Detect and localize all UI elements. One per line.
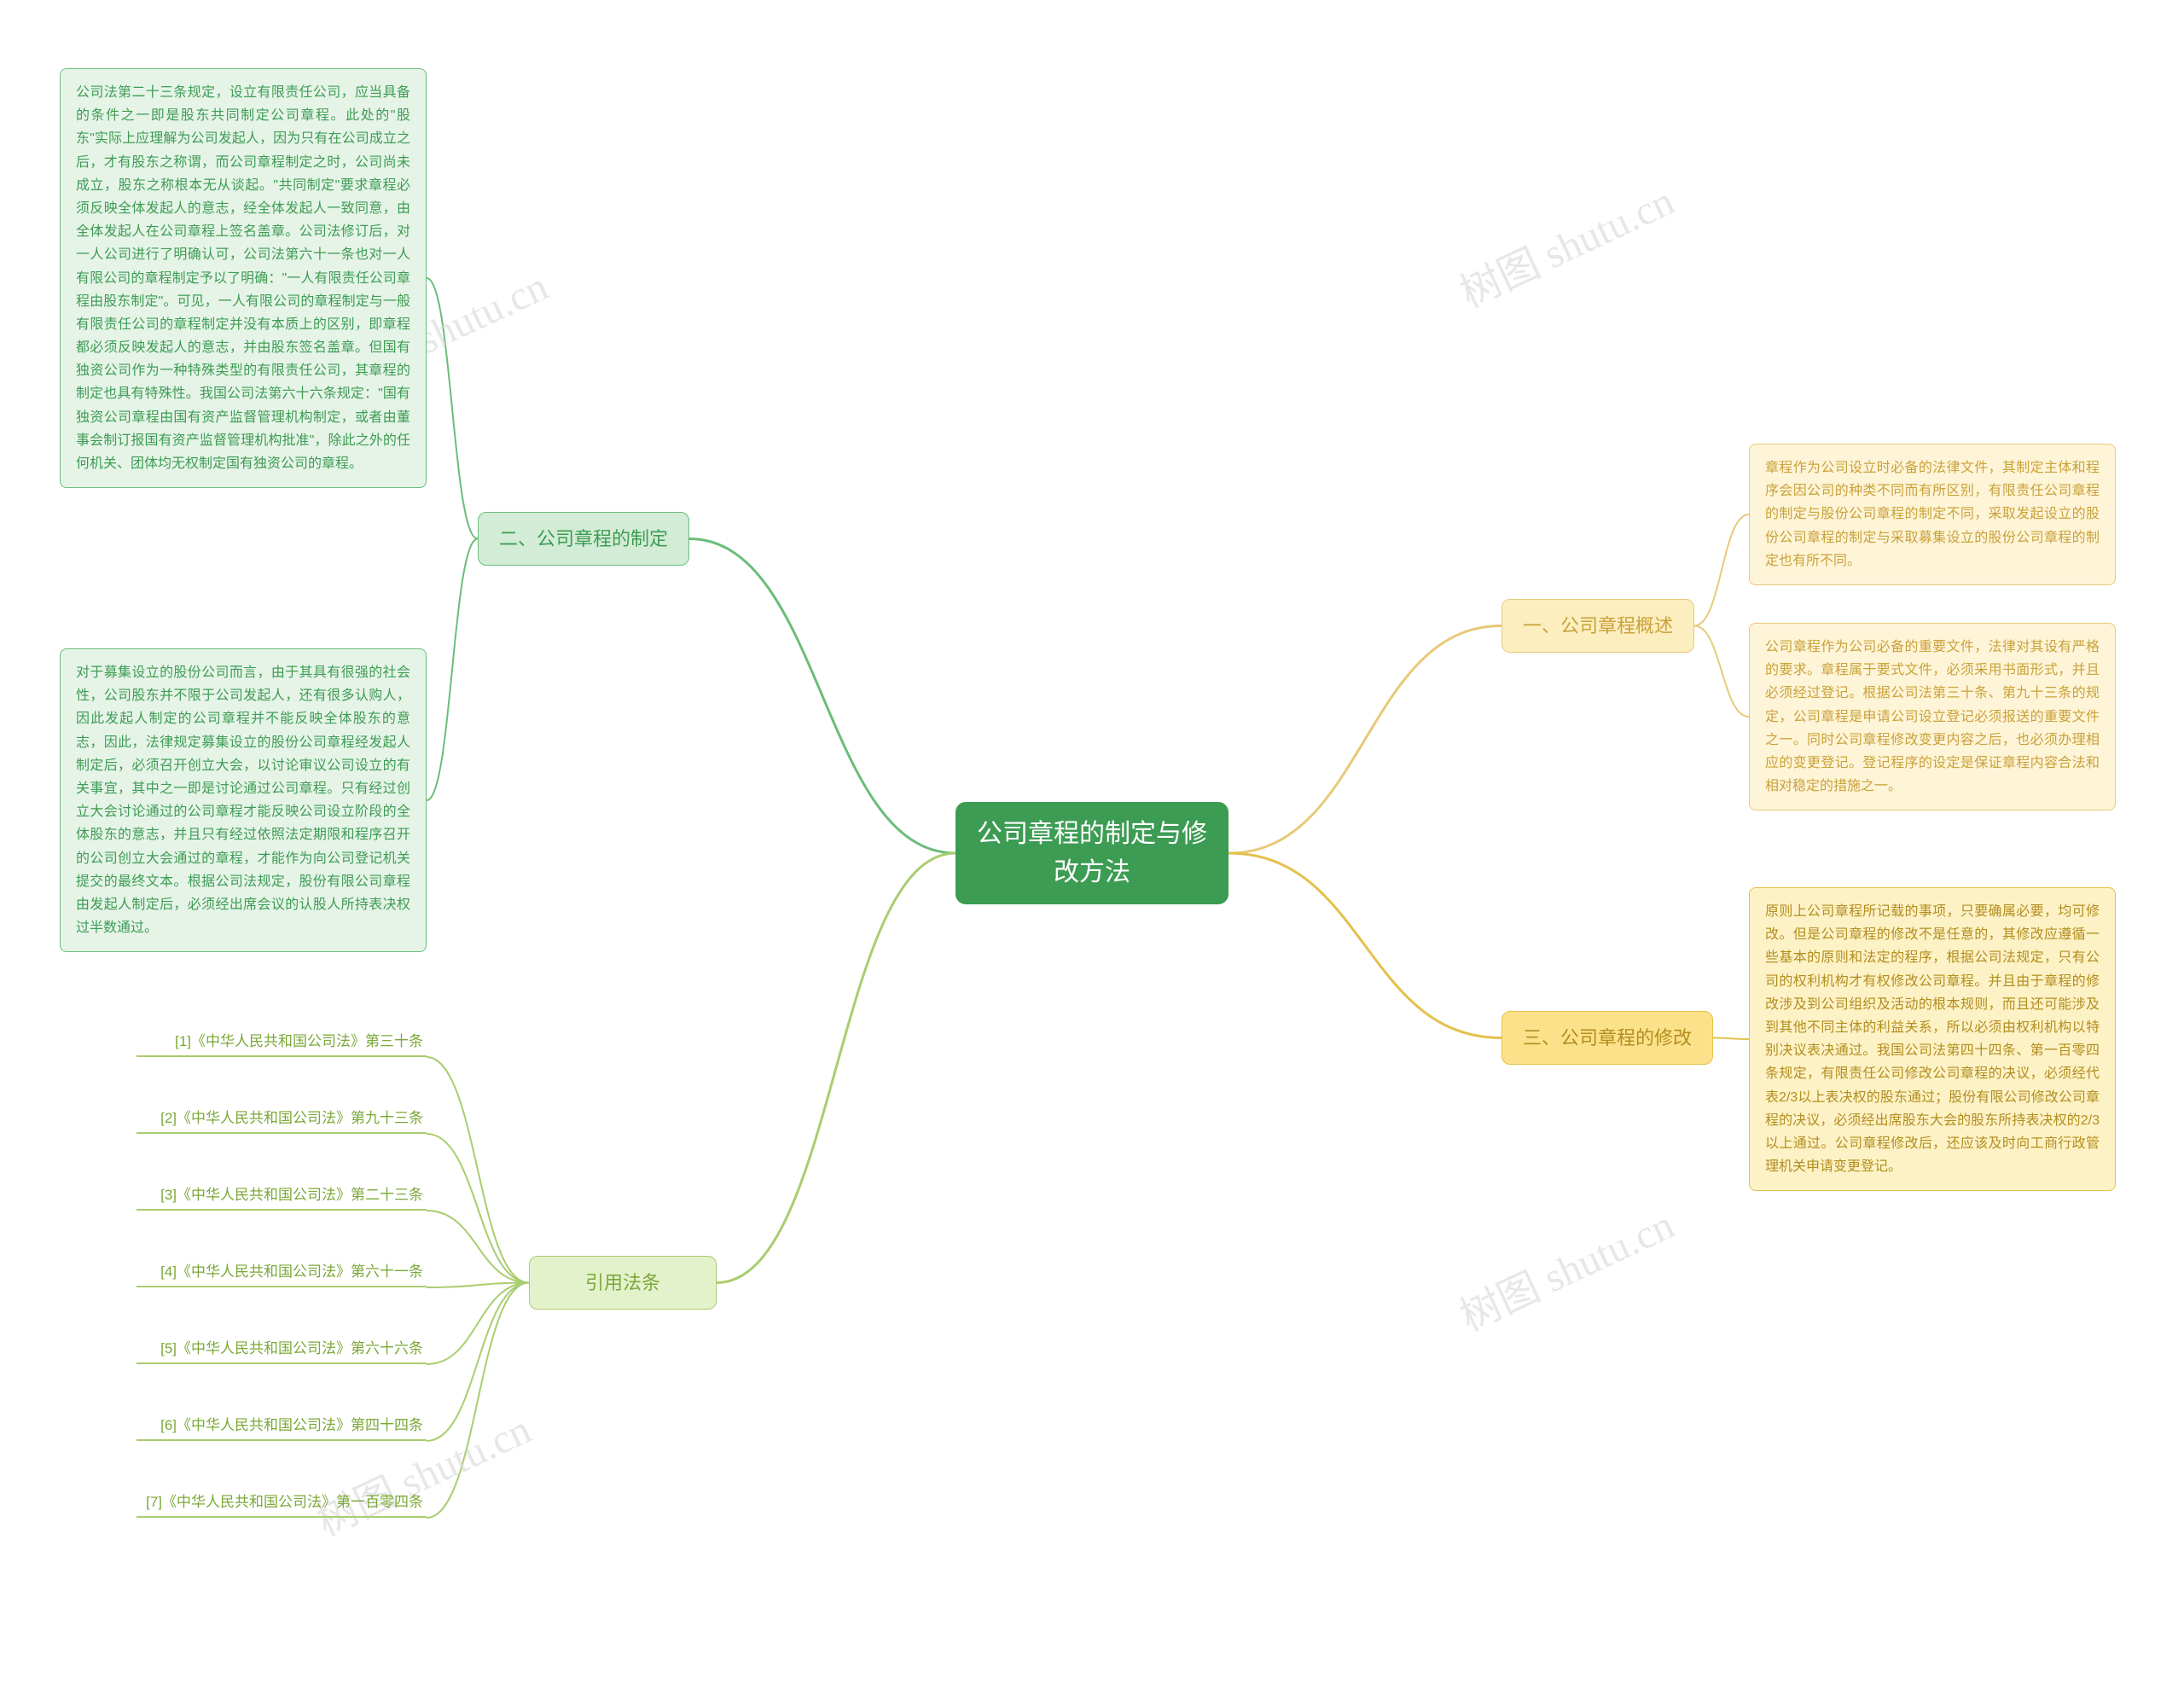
mindmap-canvas: 树图 shutu.cn树图 shutu.cn树图 shutu.cn树图 shut… bbox=[0, 0, 2184, 1708]
watermark: 树图 shutu.cn bbox=[1449, 1191, 1682, 1342]
leaf-box: 公司法第二十三条规定，设立有限责任公司，应当具备的条件之一即是股东共同制定公司章… bbox=[60, 68, 427, 488]
leaf-box: 原则上公司章程所记载的事项，只要确属必要，均可修改。但是公司章程的修改不是任意的… bbox=[1749, 887, 2116, 1191]
branch-node-b4: 引用法条 bbox=[529, 1256, 717, 1310]
leaf-box: 章程作为公司设立时必备的法律文件，其制定主体和程序会因公司的种类不同而有所区别，… bbox=[1749, 444, 2116, 585]
leaf-line: [2]《中华人民共和国公司法》第九十三条 bbox=[136, 1101, 427, 1134]
leaf-line: [4]《中华人民共和国公司法》第六十一条 bbox=[136, 1254, 427, 1287]
branch-node-b3: 三、公司章程的修改 bbox=[1502, 1011, 1713, 1065]
branch-node-b2: 二、公司章程的制定 bbox=[478, 512, 689, 566]
leaf-line: [1]《中华人民共和国公司法》第三十条 bbox=[136, 1024, 427, 1057]
leaf-box: 对于募集设立的股份公司而言，由于其具有很强的社会性，公司股东并不限于公司发起人，… bbox=[60, 648, 427, 952]
leaf-line: [7]《中华人民共和国公司法》第一百零四条 bbox=[136, 1484, 427, 1518]
branch-node-b1: 一、公司章程概述 bbox=[1502, 599, 1694, 653]
leaf-line: [3]《中华人民共和国公司法》第二十三条 bbox=[136, 1177, 427, 1211]
leaf-box: 公司章程作为公司必备的重要文件，法律对其设有严格的要求。章程属于要式文件，必须采… bbox=[1749, 623, 2116, 810]
watermark: 树图 shutu.cn bbox=[1449, 167, 1682, 318]
leaf-line: [6]《中华人民共和国公司法》第四十四条 bbox=[136, 1408, 427, 1441]
center-node: 公司章程的制定与修改方法 bbox=[956, 802, 1228, 904]
leaf-line: [5]《中华人民共和国公司法》第六十六条 bbox=[136, 1331, 427, 1364]
